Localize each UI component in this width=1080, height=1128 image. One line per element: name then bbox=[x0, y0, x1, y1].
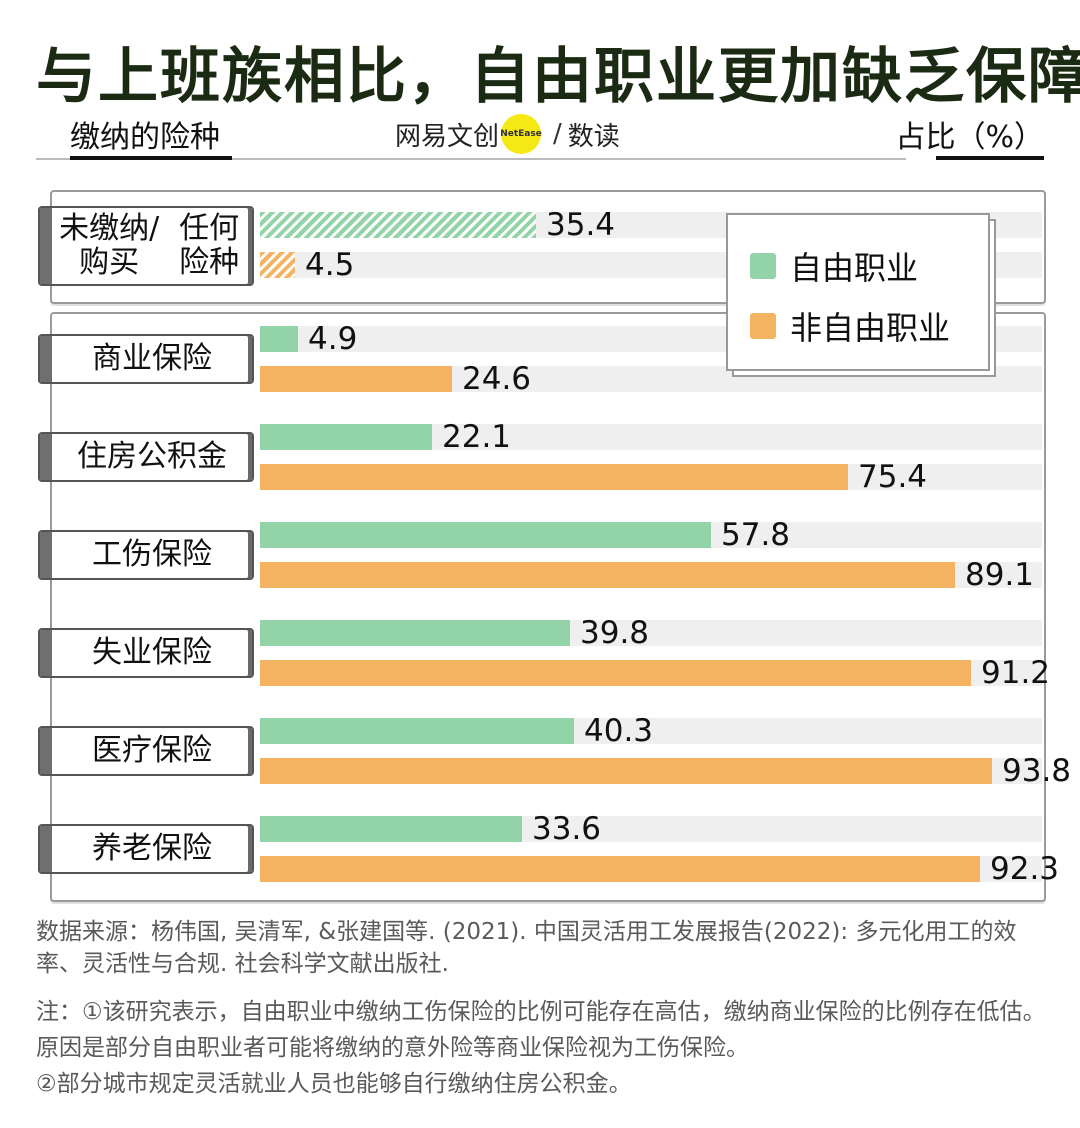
category-label-box: 养老保险 bbox=[38, 824, 254, 874]
category-label: 商业保险 bbox=[52, 336, 252, 382]
legend: 自由职业 非自由职业 bbox=[726, 213, 990, 371]
source-text: 数据来源：杨伟国, 吴清军, &张建国等. (2021). 中国灵活用工发展报告… bbox=[36, 919, 1017, 977]
note-text: 注：①该研究表示，自由职业中缴纳工伤保险的比例可能存在高估，缴纳商业保险的比例存… bbox=[36, 994, 1046, 1102]
legend-label-non-freelance: 非自由职业 bbox=[790, 309, 951, 347]
category-label: 医疗保险 bbox=[52, 728, 252, 774]
note-line-1: 注：①该研究表示，自由职业中缴纳工伤保险的比例可能存在高估，缴纳商业保险的比例存… bbox=[36, 999, 1046, 1061]
bar-non-freelance bbox=[260, 366, 452, 392]
value-label: 33.6 bbox=[532, 811, 602, 847]
value-label: 57.8 bbox=[721, 517, 791, 553]
category-label: 失业保险 bbox=[52, 630, 252, 676]
legend-swatch-non-freelance bbox=[750, 313, 776, 339]
category-label: 养老保险 bbox=[52, 826, 252, 872]
category-label-edge bbox=[40, 728, 52, 774]
category-label-box: 商业保险 bbox=[38, 334, 254, 384]
category-label-line: 失业保险 bbox=[92, 635, 212, 670]
category-label-box: 医疗保险 bbox=[38, 726, 254, 776]
legend-swatch-freelance bbox=[750, 253, 776, 279]
category-label-line: 未缴纳/购买 bbox=[59, 211, 160, 280]
value-label: 75.4 bbox=[858, 459, 928, 495]
category-label-line: 任何险种 bbox=[179, 211, 240, 280]
category-label-line: 工伤保险 bbox=[92, 537, 212, 572]
header-underline-right bbox=[936, 156, 1044, 160]
category-label-box: 未缴纳/购买 任何险种 bbox=[38, 206, 254, 286]
bar-non-freelance bbox=[260, 562, 955, 588]
category-axis-label: 缴纳的险种 bbox=[70, 120, 220, 155]
category-label-box: 住房公积金 bbox=[38, 432, 254, 482]
bar-freelance bbox=[260, 816, 522, 842]
category-label-edge bbox=[40, 336, 52, 382]
bar-non-freelance bbox=[260, 758, 992, 784]
value-label: 93.8 bbox=[1002, 753, 1072, 789]
bar-non-freelance bbox=[260, 464, 848, 490]
brand-logo: 网易文创 NetEase / 数读 bbox=[395, 112, 620, 156]
value-label: 91.2 bbox=[981, 655, 1051, 691]
value-label: 89.1 bbox=[965, 557, 1035, 593]
bar-freelance bbox=[260, 620, 570, 646]
bar-freelance bbox=[260, 424, 432, 450]
value-label: 4.9 bbox=[308, 321, 358, 357]
value-label: 40.3 bbox=[584, 713, 654, 749]
value-label: 35.4 bbox=[546, 207, 616, 243]
bar-non-freelance bbox=[260, 856, 980, 882]
legend-label-freelance: 自由职业 bbox=[790, 249, 919, 287]
category-label: 未缴纳/购买 任何险种 bbox=[52, 208, 252, 284]
category-label: 工伤保险 bbox=[52, 532, 252, 578]
value-label: 24.6 bbox=[462, 361, 532, 397]
chart-panel-main bbox=[50, 312, 1046, 902]
logo-text: 网易文创 bbox=[395, 121, 500, 152]
category-label-line: 养老保险 bbox=[92, 831, 212, 866]
category-label-box: 工伤保险 bbox=[38, 530, 254, 580]
category-label-edge bbox=[40, 630, 52, 676]
page-title: 与上班族相比，自由职业更加缺乏保障 bbox=[36, 42, 1080, 112]
logo-slash: / bbox=[553, 119, 562, 149]
bar-freelance bbox=[260, 212, 536, 238]
bar-freelance bbox=[260, 522, 711, 548]
bar-non-freelance bbox=[260, 252, 295, 278]
category-label: 住房公积金 bbox=[52, 434, 252, 480]
category-label-box: 失业保险 bbox=[38, 628, 254, 678]
value-label: 4.5 bbox=[305, 247, 355, 283]
header-divider bbox=[36, 158, 906, 160]
value-axis-label: 占比（%） bbox=[895, 120, 1044, 155]
value-label: 92.3 bbox=[990, 851, 1060, 887]
bar-non-freelance bbox=[260, 660, 971, 686]
category-label-line: 医疗保险 bbox=[92, 733, 212, 768]
value-label: 22.1 bbox=[442, 419, 512, 455]
category-label-edge bbox=[40, 434, 52, 480]
header-underline-left bbox=[70, 156, 232, 160]
category-label-edge bbox=[40, 208, 52, 284]
logo-badge: NetEase bbox=[500, 114, 542, 154]
category-label-edge bbox=[40, 826, 52, 872]
category-label-line: 住房公积金 bbox=[77, 439, 227, 474]
category-label-edge bbox=[40, 532, 52, 578]
bar-freelance bbox=[260, 326, 298, 352]
bar-freelance bbox=[260, 718, 574, 744]
legend-item-freelance: 自由职业 bbox=[750, 243, 918, 289]
category-label-line: 商业保险 bbox=[92, 341, 212, 376]
note-line-2: ②部分城市规定灵活就业人员也能够自行缴纳住房公积金。 bbox=[36, 1071, 632, 1097]
legend-item-non-freelance: 非自由职业 bbox=[750, 303, 950, 349]
value-label: 39.8 bbox=[580, 615, 650, 651]
logo-subtext: 数读 bbox=[567, 121, 620, 152]
